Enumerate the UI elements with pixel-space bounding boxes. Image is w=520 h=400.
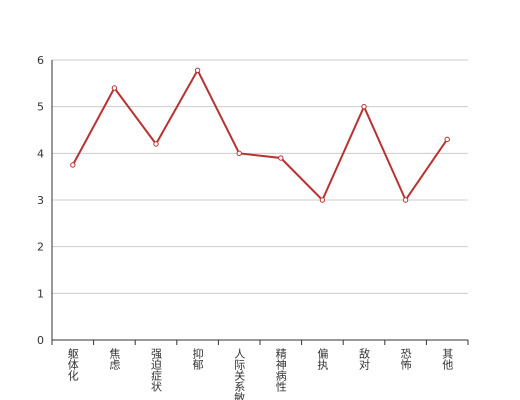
point	[153, 141, 159, 147]
point	[361, 103, 367, 110]
y-tick-label: 3	[37, 194, 44, 207]
point	[236, 150, 242, 157]
x-tick-label: 躯体化	[66, 348, 79, 382]
x-tick-label: 焦虑	[108, 348, 121, 370]
y-tick-label: 0	[37, 334, 44, 347]
point	[278, 155, 284, 161]
x-tick-label: 抑郁	[191, 347, 204, 370]
x-tick-label: 偏执	[316, 347, 329, 371]
point	[402, 197, 409, 203]
point	[319, 197, 326, 203]
point	[111, 85, 118, 91]
point	[444, 136, 450, 143]
y-tick-label: 6	[37, 54, 44, 67]
x-tick-label: 强迫症状	[150, 348, 163, 392]
y-tick-label: 1	[37, 287, 44, 300]
x-tick-label: 人际关系敏感	[233, 348, 246, 400]
y-tick-label: 5	[37, 101, 44, 114]
point	[70, 162, 76, 168]
point	[194, 67, 201, 73]
x-tick-label: 其他	[441, 348, 454, 370]
x-tick-label: 精神病性	[274, 348, 287, 393]
y-tick-label: 2	[37, 241, 44, 254]
y-tick-label: 4	[37, 147, 44, 160]
line	[71, 68, 449, 203]
x-tick-label: 敌对	[358, 347, 371, 370]
x-tick-label: 恐怖	[399, 348, 412, 370]
